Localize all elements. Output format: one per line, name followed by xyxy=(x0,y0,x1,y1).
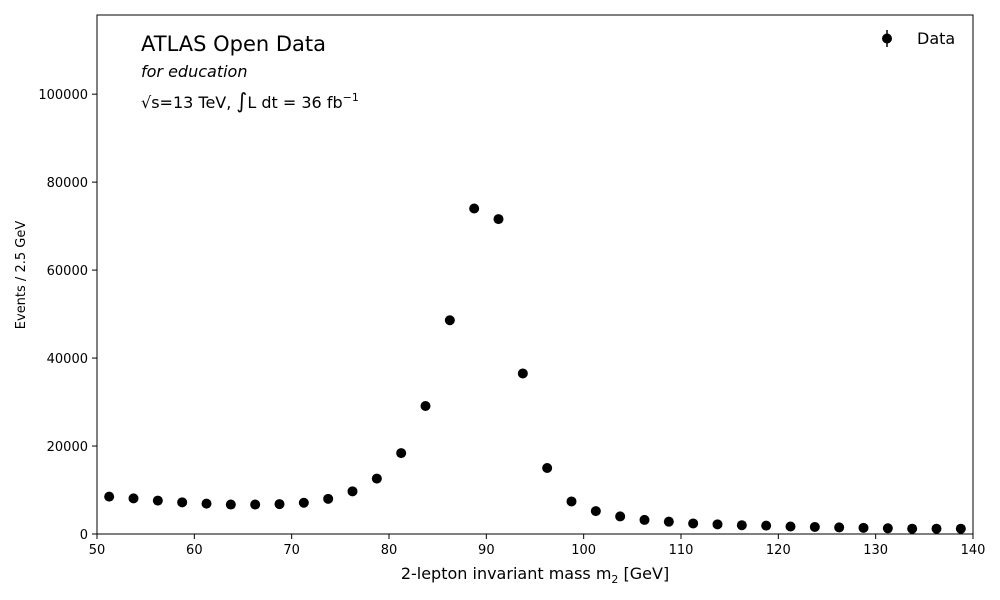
data-point xyxy=(298,497,309,508)
data-point xyxy=(761,520,772,531)
data-point xyxy=(347,486,358,497)
lumi-exponent: −1 xyxy=(343,91,359,104)
x-axis-label-main: 2-lepton invariant mass m xyxy=(401,564,612,583)
atlas-subtitle: for education xyxy=(141,62,247,81)
legend-marker xyxy=(882,33,892,44)
data-point xyxy=(590,506,601,517)
x-tick-label: 50 xyxy=(89,543,106,558)
x-axis-label-sub: 2 xyxy=(611,573,618,586)
data-point xyxy=(809,521,820,532)
y-tick-label: 60000 xyxy=(47,264,88,279)
x-axis: 50 60 70 80 90 100 110 120 130 140 xyxy=(89,534,986,558)
data-point xyxy=(955,523,966,534)
y-axis: 0 20000 40000 60000 80000 100000 xyxy=(38,88,97,543)
data-point xyxy=(615,511,626,522)
y-tick-label: 80000 xyxy=(47,176,88,191)
data-point xyxy=(882,523,893,534)
x-axis-label: 2-lepton invariant mass m2 [GeV] xyxy=(401,564,669,586)
integral-symbol: ∫ xyxy=(236,89,247,113)
data-point xyxy=(834,522,845,533)
data-point xyxy=(396,448,407,459)
lumi-text: L dt = 36 fb xyxy=(247,93,342,112)
data-point xyxy=(712,519,723,530)
x-axis-label-unit: [GeV] xyxy=(618,564,669,583)
x-tick-label: 140 xyxy=(961,543,986,558)
data-point xyxy=(736,520,747,531)
y-tick-label: 100000 xyxy=(38,88,88,103)
data-point xyxy=(250,499,261,510)
plot-area xyxy=(97,15,973,534)
data-point xyxy=(639,514,650,525)
data-point xyxy=(444,315,455,326)
x-tick-label: 110 xyxy=(669,543,694,558)
y-tick-label: 20000 xyxy=(47,440,88,455)
data-points xyxy=(104,203,966,534)
data-point xyxy=(688,518,699,529)
y-axis-label: Events / 2.5 GeV xyxy=(14,221,29,330)
y-tick-label: 40000 xyxy=(47,352,88,367)
x-tick-label: 130 xyxy=(863,543,888,558)
data-point xyxy=(201,498,212,509)
plot-frame xyxy=(96,14,974,535)
atlas-title: ATLAS Open Data xyxy=(141,32,326,56)
data-point xyxy=(177,497,188,508)
data-point xyxy=(104,491,115,502)
data-point xyxy=(420,401,431,412)
data-point xyxy=(128,493,139,504)
data-point xyxy=(152,495,163,506)
energy-text: =13 TeV, xyxy=(160,93,237,112)
y-tick-label: 0 xyxy=(80,528,88,543)
data-point xyxy=(566,496,577,507)
data-point xyxy=(323,493,334,504)
x-tick-label: 90 xyxy=(478,543,495,558)
x-tick-label: 80 xyxy=(381,543,398,558)
data-point xyxy=(469,203,480,214)
data-point xyxy=(931,523,942,534)
sqrt-s: √s xyxy=(141,93,160,112)
data-point xyxy=(858,522,869,533)
x-tick-label: 70 xyxy=(283,543,300,558)
legend-label: Data xyxy=(917,29,955,48)
data-point xyxy=(225,499,236,510)
data-point xyxy=(274,499,285,510)
data-point xyxy=(493,214,504,225)
legend: Data xyxy=(882,29,955,48)
data-point xyxy=(542,463,553,474)
data-point xyxy=(371,473,382,484)
x-tick-label: 100 xyxy=(571,543,596,558)
data-point xyxy=(907,523,918,534)
energy-lumi-label: √s=13 TeV, ∫L dt = 36 fb−1 xyxy=(141,89,359,113)
x-tick-label: 60 xyxy=(186,543,203,558)
data-point xyxy=(517,368,528,379)
data-point xyxy=(785,521,796,532)
data-point xyxy=(663,516,674,527)
x-tick-label: 120 xyxy=(766,543,791,558)
